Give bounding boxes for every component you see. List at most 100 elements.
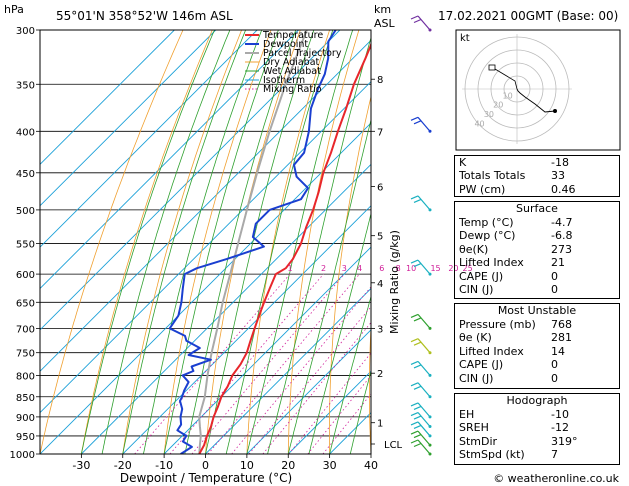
wind-barb-flag: [410, 259, 419, 264]
wind-barb-flag: [413, 341, 422, 346]
temperature-tick-label: -10: [155, 459, 173, 472]
mixing-ratio-axis-label: Mixing Ratio (g/kg): [388, 230, 401, 334]
pressure-tick-label: 750: [16, 349, 35, 360]
temperature-line: [168, 30, 337, 454]
wet-adiabat: [122, 30, 246, 454]
mu-row: CAPE (J) 0: [459, 358, 558, 372]
wind-barb-flag: [413, 385, 422, 390]
temperature-tick-label: 10: [240, 459, 254, 472]
wet-adiabat: [308, 212, 371, 454]
mixing-ratio-label: 8: [396, 264, 401, 273]
wind-barb-dot: [428, 415, 432, 419]
wind-barb: [410, 15, 432, 32]
dry-adiabat: [163, 30, 272, 454]
wind-barb-flag: [413, 198, 422, 203]
wind-barb-staff: [417, 195, 431, 211]
wind-barb-staff: [417, 421, 431, 437]
surface-row: CAPE (J) 0: [459, 269, 558, 283]
location-label: 55°01'N 358°52'W 146m ASL: [56, 9, 233, 23]
isotherm: [81, 163, 371, 454]
pressure-tick-label: 850: [16, 393, 35, 404]
mixing-ratio-label: 20: [448, 264, 458, 273]
hodograph-end-dot: [553, 109, 557, 113]
isotherm: [40, 30, 299, 290]
wind-barb-flag: [410, 360, 419, 365]
hodograph-unit: kt: [460, 33, 470, 44]
wind-barb-flag: [413, 120, 422, 125]
height-tick-label: 8: [377, 75, 383, 86]
height-ref: ASL: [374, 17, 396, 30]
wind-barb-flag: [410, 402, 419, 407]
isotherm: [40, 30, 341, 331]
lcl-label: LCL: [384, 440, 403, 451]
wind-barb-staff: [417, 361, 431, 376]
height-tick-label: 1: [377, 419, 383, 430]
wind-barb-staff: [417, 314, 431, 329]
dry-adiabat: [329, 94, 371, 454]
wind-barb-flag: [413, 263, 422, 268]
mixing-ratio-labels: 1 2 3 4 6 8 10 15 20 25: [287, 264, 472, 273]
hodograph-ring-label: 30: [484, 110, 494, 119]
surface-row: CIN (J) 0: [459, 282, 558, 296]
pressure-tick-label: 550: [16, 239, 35, 250]
timestamp: 17.02.2021 00GMT (Base: 00): [438, 9, 618, 23]
index-row: K -18: [459, 156, 569, 169]
pressure-tick-label: 400: [16, 127, 35, 138]
mixing-ratio-label: 15: [430, 264, 440, 273]
wind-barb-dot: [428, 129, 432, 133]
dry-adiabat: [369, 319, 371, 454]
isotherm: [122, 205, 371, 454]
wind-barb: [410, 259, 432, 276]
wind-barb-dot: [428, 395, 432, 399]
wind-barb-flag: [410, 411, 419, 417]
mixing-ratio-label: 4: [357, 264, 362, 273]
hodograph-stats-title: Hodograph: [506, 394, 568, 407]
wind-barb-dot: [428, 272, 432, 276]
mixing-ratio-label: 25: [463, 264, 473, 273]
height-tick-label: 3: [377, 324, 383, 335]
isotherm: [40, 30, 258, 248]
dry-adiabat: [81, 30, 213, 454]
hodograph-ring-label: 10: [503, 91, 513, 100]
mixing-ratio-label: 10: [406, 264, 416, 273]
copyright: © weatheronline.co.uk: [493, 472, 619, 485]
dry-adiabat: [287, 30, 360, 454]
surface-box: Surface Temp (°C) -4.7 Dewp (°C) -6.8 θe(K…: [454, 201, 620, 299]
wind-barb-flag: [413, 18, 422, 24]
pressure-tick-label: 300: [16, 26, 35, 37]
surface-row: θe(K) 273: [459, 242, 572, 256]
mu-row: Pressure (mb) 768: [459, 318, 572, 331]
mu-row: θe (K) 281: [459, 331, 572, 345]
index-row: Totals Totals 33: [459, 169, 565, 183]
temperature-tick-label: 40: [364, 459, 378, 472]
wind-barb-flag: [413, 317, 422, 322]
wind-barb-flag: [413, 415, 422, 420]
most-unstable-title: Most Unstable: [497, 304, 577, 317]
wind-barbs: [410, 15, 432, 456]
wind-barb: [410, 338, 432, 355]
pressure-tick-label: 650: [16, 298, 35, 309]
surface-row: Dewp (°C) -6.8: [459, 229, 573, 243]
height-tick-label: 4: [377, 279, 383, 290]
legend-label: Isotherm: [263, 75, 305, 86]
legend-label: Parcel Trajectory: [263, 48, 342, 59]
height-tick-label: 2: [377, 369, 383, 380]
wind-barb-staff: [417, 439, 431, 455]
isotherm: [287, 370, 371, 454]
wind-barb-flag: [413, 405, 422, 410]
wind-barb-staff: [417, 382, 431, 398]
pressure-axis: 300 350 400 450 500 550 600 650 700 750 800 850 900 9…: [10, 26, 40, 461]
legend-label: Dry Adiabat: [263, 57, 320, 68]
hodograph-frame: [455, 29, 621, 151]
wind-barb: [410, 360, 432, 377]
legend-label: Dewpoint: [263, 39, 308, 50]
mixing-ratio-label: 2: [321, 264, 326, 273]
wind-barb-dot: [428, 208, 432, 212]
hodo-row: StmSpd (kt) 7: [459, 448, 558, 462]
wind-barb-dot: [428, 28, 432, 32]
wind-barb: [410, 195, 432, 212]
storm-motion-line: [494, 68, 518, 90]
wind-barb-staff: [417, 259, 431, 275]
pressure-tick-label: 600: [16, 270, 35, 281]
